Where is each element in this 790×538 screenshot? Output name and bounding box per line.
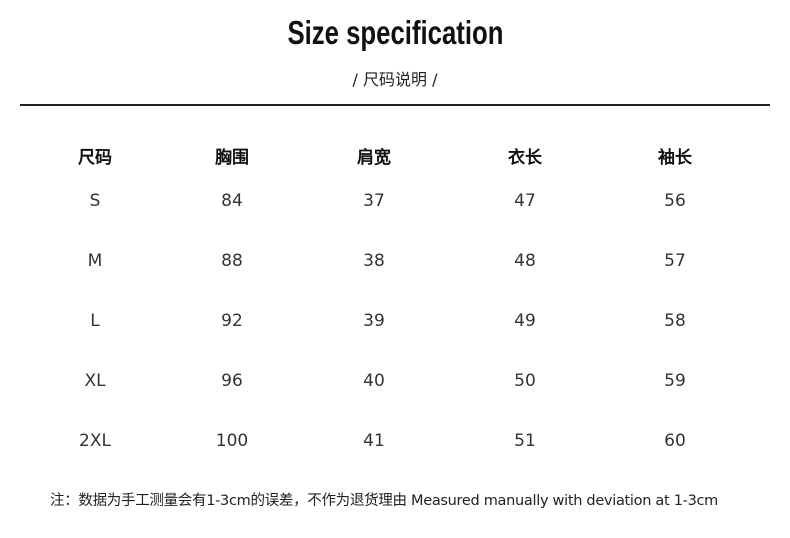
table-cell: 60 xyxy=(664,431,686,451)
table-row: S 84 37 47 56 xyxy=(0,191,790,215)
table-cell: 50 xyxy=(514,371,536,391)
table-cell: L xyxy=(90,311,100,331)
table-cell: XL xyxy=(84,371,106,391)
table-row: L 92 39 49 58 xyxy=(0,311,790,335)
column-header: 胸围 xyxy=(215,148,249,168)
table-cell: 40 xyxy=(363,371,385,391)
table-cell: 88 xyxy=(221,251,243,271)
table-row: XL 96 40 50 59 xyxy=(0,371,790,395)
table-cell: 58 xyxy=(664,311,686,331)
table-cell: S xyxy=(89,191,101,211)
measurement-note: 注：数据为手工测量会有1-3cm的误差，不作为退货理由 Measured man… xyxy=(50,493,718,509)
table-cell: 59 xyxy=(664,371,686,391)
table-cell: 100 xyxy=(215,431,249,451)
divider xyxy=(20,104,770,106)
table-cell: 56 xyxy=(664,191,686,211)
table-row: M 88 38 48 57 xyxy=(0,251,790,275)
table-cell: 51 xyxy=(514,431,536,451)
column-header: 尺码 xyxy=(78,148,112,168)
table-cell: 57 xyxy=(664,251,686,271)
table-header-row: 尺码 胸围 肩宽 衣长 袖长 xyxy=(0,143,790,168)
table-cell: 47 xyxy=(514,191,536,211)
table-cell: 38 xyxy=(363,251,385,271)
table-cell: 84 xyxy=(221,191,243,211)
table-row: 2XL 100 41 51 60 xyxy=(0,431,790,455)
column-header: 肩宽 xyxy=(357,148,391,168)
table-cell: 2XL xyxy=(79,431,111,451)
table-cell: 49 xyxy=(514,311,536,331)
page-subtitle: / 尺码说明 / xyxy=(352,70,438,89)
column-header: 袖长 xyxy=(658,148,692,168)
table-cell: 37 xyxy=(363,191,385,211)
page-title: Size specification xyxy=(286,14,504,51)
table-cell: 96 xyxy=(221,371,243,391)
table-cell: 48 xyxy=(514,251,536,271)
table-cell: 92 xyxy=(221,311,243,331)
table-cell: 39 xyxy=(363,311,385,331)
table-cell: 41 xyxy=(363,431,385,451)
table-cell: M xyxy=(87,251,103,271)
column-header: 衣长 xyxy=(508,148,542,168)
